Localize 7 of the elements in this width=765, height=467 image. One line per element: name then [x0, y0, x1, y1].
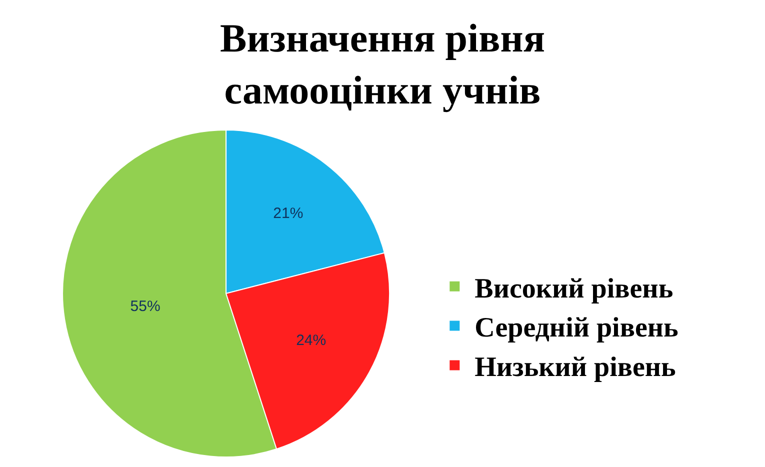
chart-title: Визначення рівня самооцінки учнів	[220, 15, 545, 112]
legend-label: Високий рівень	[474, 273, 674, 304]
data-label: 24%	[296, 332, 326, 349]
legend-label: Низький рівень	[474, 352, 676, 384]
data-label: 55%	[130, 298, 160, 315]
data-label: 21%	[273, 204, 304, 222]
legend-label: Середній рівень	[474, 312, 679, 344]
